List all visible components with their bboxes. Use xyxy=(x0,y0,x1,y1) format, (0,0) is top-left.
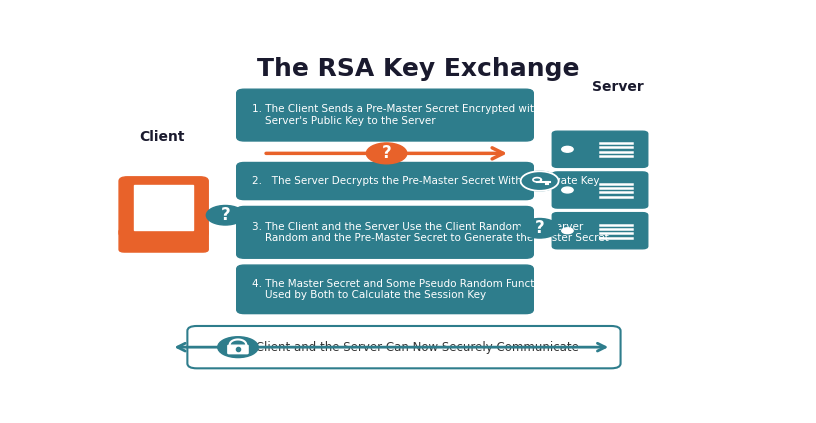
Circle shape xyxy=(218,337,258,357)
Circle shape xyxy=(521,219,559,238)
Circle shape xyxy=(561,146,573,152)
FancyBboxPatch shape xyxy=(552,172,648,208)
Text: 1. The Client Sends a Pre-Master Secret Encrypted with the
    Server's Public K: 1. The Client Sends a Pre-Master Secret … xyxy=(252,104,561,126)
FancyBboxPatch shape xyxy=(228,345,248,354)
FancyBboxPatch shape xyxy=(237,206,534,258)
Text: 4. The Master Secret and Some Pseudo Random Functions Are
    Used by Both to Ca: 4. The Master Secret and Some Pseudo Ran… xyxy=(252,278,577,300)
Text: The RSA Key Exchange: The RSA Key Exchange xyxy=(257,57,579,81)
Text: ?: ? xyxy=(382,144,392,162)
Circle shape xyxy=(521,171,559,191)
Text: 2.   The Server Decrypts the Pre-Master Secret With Its Private Key: 2. The Server Decrypts the Pre-Master Se… xyxy=(252,176,600,186)
Circle shape xyxy=(561,187,573,193)
Text: 3. The Client and the Server Use the Client Random, the Server
    Random and th: 3. The Client and the Server Use the Cli… xyxy=(252,222,609,243)
FancyBboxPatch shape xyxy=(237,265,534,313)
Text: ?: ? xyxy=(220,206,230,224)
Text: Server: Server xyxy=(592,80,643,93)
Circle shape xyxy=(206,206,244,225)
FancyBboxPatch shape xyxy=(552,213,648,249)
Circle shape xyxy=(561,228,573,233)
FancyBboxPatch shape xyxy=(119,229,208,252)
Text: Client: Client xyxy=(140,130,185,144)
Text: ?: ? xyxy=(534,219,544,237)
FancyBboxPatch shape xyxy=(188,326,620,368)
FancyBboxPatch shape xyxy=(119,177,208,237)
FancyBboxPatch shape xyxy=(237,162,534,200)
Text: The Client and the Server Can Now Securely Communicate: The Client and the Server Can Now Secure… xyxy=(229,341,579,354)
Circle shape xyxy=(366,143,407,164)
FancyBboxPatch shape xyxy=(237,89,534,141)
FancyBboxPatch shape xyxy=(135,184,193,230)
FancyBboxPatch shape xyxy=(552,131,648,168)
